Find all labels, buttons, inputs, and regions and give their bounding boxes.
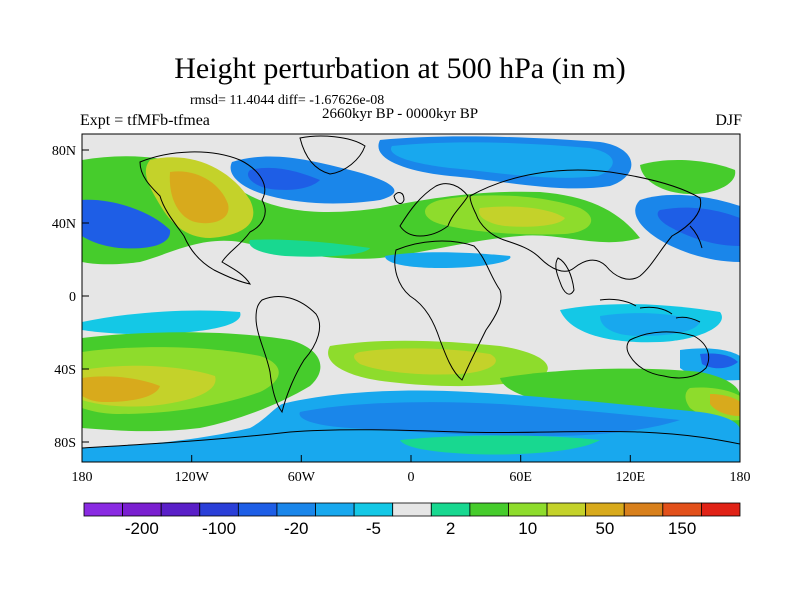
longitude-tick-labels: 180 120W 60W 0 60E 120E 180 [72,470,751,485]
lat-label-40s: 40S [54,363,76,378]
lat-label-80s: 80S [54,436,76,451]
colorbar-label: 10 [518,519,537,538]
colorbar-swatch [392,502,432,517]
colorbar-swatch [199,502,239,517]
coastline-india [555,257,575,295]
colorbar-swatch [623,502,664,517]
lon-label-0: 0 [408,470,415,485]
coastline-europe [399,183,469,237]
antarctic-light-positive [400,435,600,455]
pacific-negative-anomaly [82,199,171,249]
atlantic-deep-negative [247,167,320,190]
colorbar-swatch [237,502,278,517]
axis-ticks [81,149,741,462]
coastline-japan [689,225,703,249]
colorbar-swatch [662,502,702,517]
south-pacific-inner-core [82,376,160,402]
colorbar-swatch [315,502,355,517]
colorbar-label: 2 [446,519,455,538]
colorbar [83,502,741,517]
colorbar-label: -20 [284,519,309,538]
coastline-north-america [139,151,266,285]
coastlines [82,135,740,449]
colorbar-swatch [508,502,548,517]
coastline-africa [394,240,502,381]
map-plot-area [81,133,741,463]
lat-label-40n: 40N [52,217,76,232]
colorbar-swatch [160,502,201,517]
pacific-strip-negative [385,252,511,268]
colorbar-swatch [276,502,316,517]
lon-label-180w: 180 [72,470,93,485]
northeast-asia-positive [640,159,736,195]
coastline-greenland [299,135,366,175]
tropical-pacific-negative [82,310,241,335]
colorbar-swatch [83,502,123,517]
season-label: DJF [715,112,742,129]
eurasia-strong-core [478,206,565,227]
maritime-deep-negative [700,353,738,369]
colorbar-swatch [353,502,394,517]
indian-ocean-deep-negative [600,313,700,336]
lon-label-60e: 60E [509,470,532,485]
coastline-south-america [255,296,320,414]
coastline-antarctica [82,429,740,449]
rmsd-diff-stats: rmsd= 11.4044 diff= -1.67626e-08 [190,93,385,108]
colorbar-swatch [701,502,741,517]
lon-label-60w: 60W [288,470,316,485]
colorbar-swatch [585,502,625,517]
coastline-british-isles [393,192,405,204]
colorbar-label: -5 [366,519,381,538]
colorbar-swatch [430,502,471,517]
coastline-asia [469,169,702,280]
south-indian-inner-core [710,394,740,416]
latitude-tick-labels: 80N 40N 0 40S 80S [52,144,76,451]
colorbar-swatch [469,502,509,517]
pacific-east-deep-negative [657,207,740,246]
lon-label-180e: 180 [730,470,751,485]
lat-label-0: 0 [69,290,76,305]
colorbar-swatch [122,502,162,517]
map-title: Height perturbation at 500 hPa (in m) [174,52,626,85]
contour-fields [82,136,740,462]
colorbar-label: -100 [202,519,236,538]
colorbar-label: 150 [668,519,696,538]
south-atlantic-core [354,348,496,375]
coastline-indonesia [599,298,701,323]
time-range-subtitle: 2660kyr BP - 0000kyr BP [321,106,479,122]
southern-ocean-deep-negative [299,402,680,436]
colorbar-swatch [546,502,587,517]
experiment-label: Expt = tfMFb-tfmea [80,112,210,129]
lon-label-120e: 120E [616,470,646,485]
lat-label-80n: 80N [52,144,76,159]
colorbar-labels: -200 -100 -20 -5 2 10 50 150 [125,519,696,538]
north-america-strong-core [169,171,229,224]
lon-label-120w: 120W [175,470,210,485]
colorbar-label: 50 [595,519,614,538]
tropical-atlantic-positive [249,239,370,257]
coastline-australia [626,331,710,379]
arctic-light-negative [390,142,613,178]
colorbar-label: -200 [125,519,159,538]
